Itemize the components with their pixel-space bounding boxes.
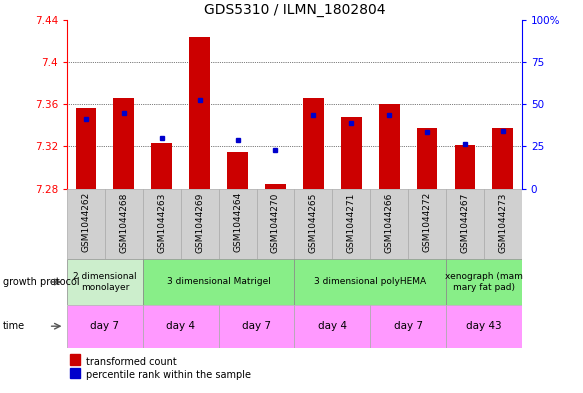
Text: GSM1044267: GSM1044267 — [461, 192, 469, 253]
Text: day 4: day 4 — [166, 321, 195, 331]
Bar — [70, 367, 80, 378]
Bar — [332, 189, 370, 259]
Text: GSM1044265: GSM1044265 — [309, 192, 318, 253]
Bar — [227, 152, 248, 189]
Bar — [294, 305, 370, 348]
Bar — [219, 189, 257, 259]
Bar — [67, 189, 105, 259]
Text: day 7: day 7 — [242, 321, 271, 331]
Text: GSM1044270: GSM1044270 — [271, 192, 280, 253]
Bar — [70, 354, 80, 365]
Text: day 4: day 4 — [318, 321, 347, 331]
Text: xenograph (mam
mary fat pad): xenograph (mam mary fat pad) — [445, 272, 523, 292]
Text: GSM1044269: GSM1044269 — [195, 192, 204, 253]
Bar — [379, 104, 399, 189]
Text: GSM1044271: GSM1044271 — [347, 192, 356, 253]
Title: GDS5310 / ILMN_1802804: GDS5310 / ILMN_1802804 — [203, 3, 385, 17]
Bar — [189, 37, 210, 189]
Bar — [257, 189, 294, 259]
Bar — [67, 305, 143, 348]
Bar — [446, 189, 484, 259]
Bar — [152, 143, 172, 189]
Bar — [181, 189, 219, 259]
Text: GSM1044266: GSM1044266 — [385, 192, 394, 253]
Text: GSM1044264: GSM1044264 — [233, 192, 242, 252]
Bar — [294, 259, 446, 305]
Bar — [303, 98, 324, 189]
Text: day 7: day 7 — [90, 321, 120, 331]
Bar — [294, 189, 332, 259]
Text: GSM1044268: GSM1044268 — [120, 192, 128, 253]
Bar — [67, 259, 143, 305]
Text: day 43: day 43 — [466, 321, 502, 331]
Bar — [446, 259, 522, 305]
Bar — [265, 184, 286, 189]
Bar — [143, 189, 181, 259]
Bar — [76, 108, 96, 189]
Bar — [408, 189, 446, 259]
Text: day 7: day 7 — [394, 321, 423, 331]
Bar — [446, 305, 522, 348]
Text: 3 dimensional polyHEMA: 3 dimensional polyHEMA — [314, 277, 426, 286]
Text: time: time — [3, 321, 25, 331]
Text: GSM1044263: GSM1044263 — [157, 192, 166, 253]
Text: percentile rank within the sample: percentile rank within the sample — [86, 370, 251, 380]
Text: growth protocol: growth protocol — [3, 277, 79, 287]
Bar — [114, 98, 134, 189]
Bar — [493, 129, 513, 189]
Bar — [341, 117, 361, 189]
Bar — [143, 259, 294, 305]
Bar — [370, 305, 446, 348]
Text: GSM1044262: GSM1044262 — [82, 192, 90, 252]
Bar — [417, 129, 437, 189]
Bar — [219, 305, 294, 348]
Bar — [455, 145, 475, 189]
Text: 2 dimensional
monolayer: 2 dimensional monolayer — [73, 272, 137, 292]
Text: 3 dimensional Matrigel: 3 dimensional Matrigel — [167, 277, 271, 286]
Bar — [370, 189, 408, 259]
Bar — [105, 189, 143, 259]
Text: transformed count: transformed count — [86, 356, 177, 367]
Bar — [143, 305, 219, 348]
Text: GSM1044273: GSM1044273 — [498, 192, 507, 253]
Bar — [484, 189, 522, 259]
Text: GSM1044272: GSM1044272 — [423, 192, 431, 252]
